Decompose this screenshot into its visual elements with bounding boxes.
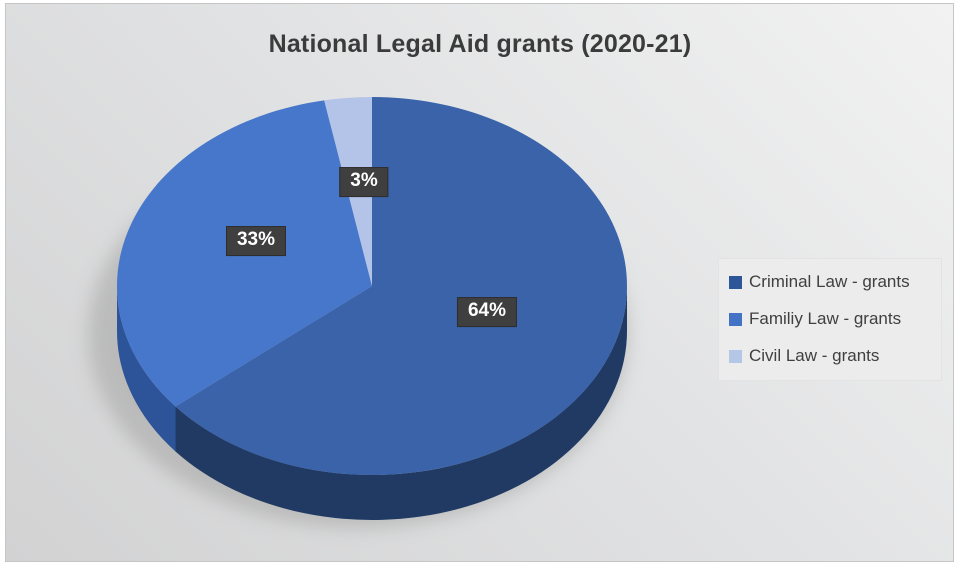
pie-rim-familiy-law-grants bbox=[117, 286, 176, 452]
data-label-familiy-law-grants[interactable]: 33% bbox=[225, 226, 287, 256]
legend-item-criminal-law[interactable]: Criminal Law - grants bbox=[729, 272, 933, 292]
legend-swatch-criminal-law bbox=[729, 275, 742, 289]
chart-title: National Legal Aid grants (2020-21) bbox=[268, 30, 692, 58]
legend-swatch-familiy-law bbox=[729, 312, 742, 326]
data-label-civil-law-grants[interactable]: 3% bbox=[339, 167, 389, 197]
legend-swatch-civil-law bbox=[729, 349, 742, 363]
legend-label: Familiy Law - grants bbox=[749, 309, 902, 328]
legend-item-familiy-law[interactable]: Familiy Law - grants bbox=[729, 309, 933, 329]
legend: Criminal Law - grants Familiy Law - gran… bbox=[718, 258, 942, 381]
pie-slice-criminal-law-grants[interactable] bbox=[175, 97, 628, 476]
pie-rim-criminal-law-grants bbox=[175, 286, 628, 520]
data-label-criminal-law-grants[interactable]: 64% bbox=[456, 297, 518, 327]
legend-label: Civil Law - grants bbox=[749, 346, 880, 365]
legend-label: Criminal Law - grants bbox=[749, 272, 910, 291]
legend-item-civil-law[interactable]: Civil Law - grants bbox=[729, 346, 933, 366]
